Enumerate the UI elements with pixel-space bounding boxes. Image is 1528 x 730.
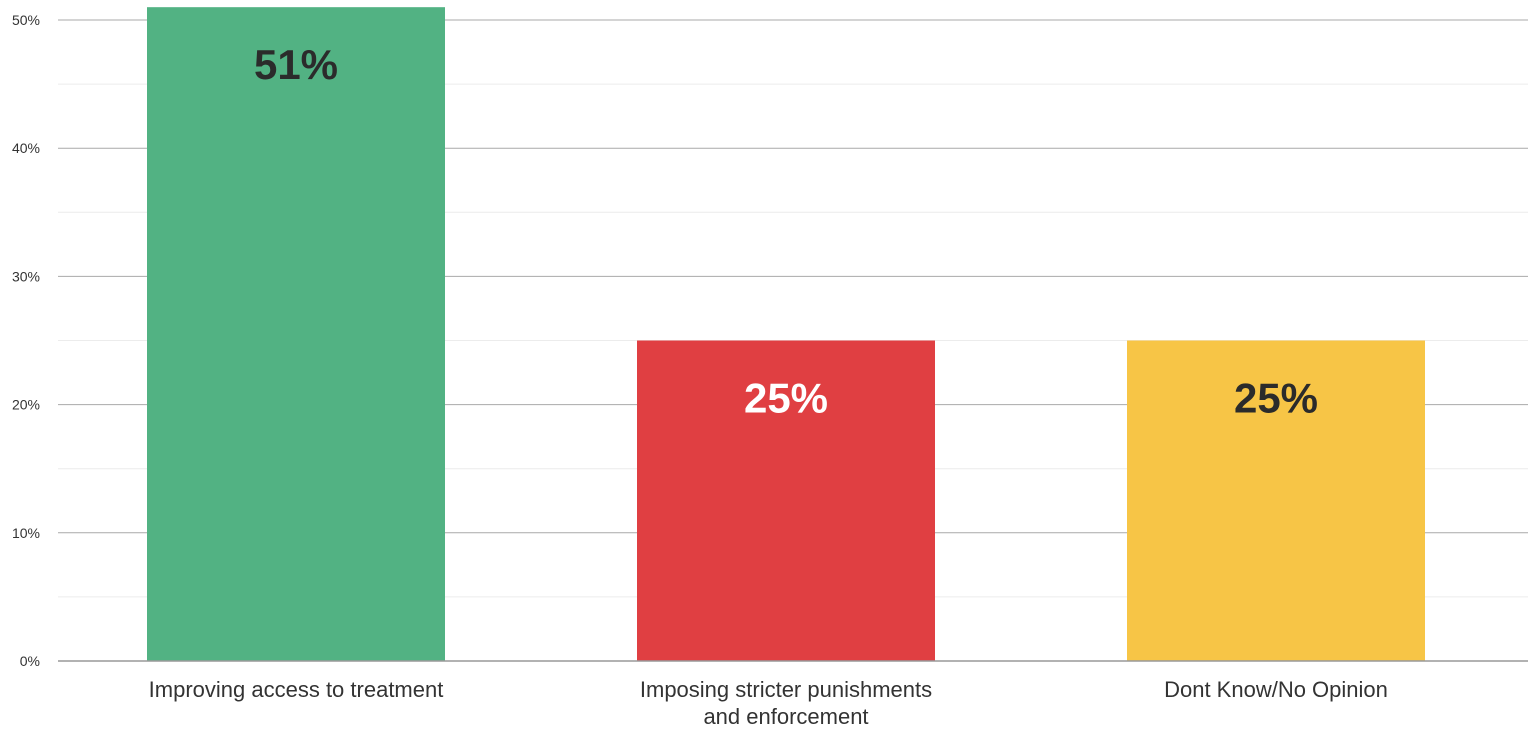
bar (637, 340, 935, 661)
category-label: Improving access to treatment (149, 677, 444, 702)
y-tick-label: 10% (12, 525, 40, 541)
bar (1127, 340, 1425, 661)
y-tick-label: 20% (12, 397, 40, 413)
category-labels: Improving access to treatment Imposing st… (149, 677, 1388, 729)
y-axis-ticks: 0% 10% 20% 30% 40% 50% (12, 12, 40, 669)
data-labels: 51% 25% 25% (254, 41, 1318, 421)
bar (147, 7, 445, 662)
category-label: Imposing stricter punishments (640, 677, 932, 702)
data-label: 51% (254, 41, 338, 88)
y-tick-label: 50% (12, 12, 40, 28)
data-label: 25% (744, 375, 828, 422)
data-label: 25% (1234, 375, 1318, 422)
y-tick-label: 0% (20, 653, 40, 669)
category-label: and enforcement (703, 704, 868, 729)
y-tick-label: 30% (12, 268, 40, 284)
category-label: Dont Know/No Opinion (1164, 677, 1388, 702)
bars (147, 7, 1425, 662)
y-tick-label: 40% (12, 140, 40, 156)
